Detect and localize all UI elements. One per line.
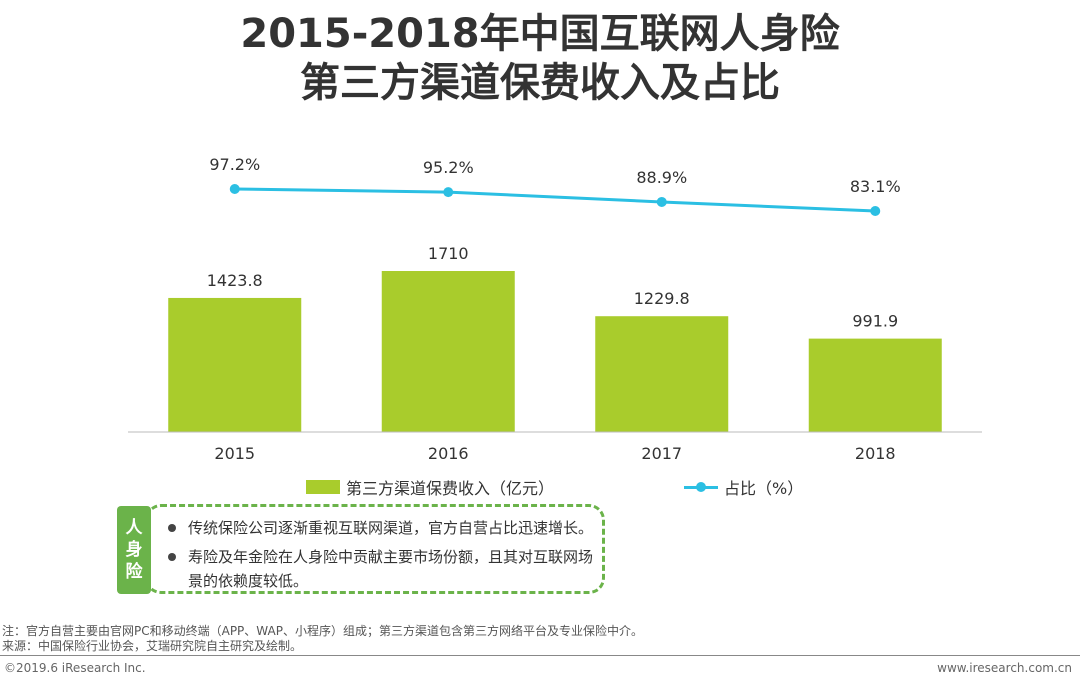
combo-chart: 1423.8 1710 1229.8 991.9 97.2% 95.2% 88.9% 83.… — [128, 155, 982, 463]
line-data-label: 95.2% — [423, 158, 474, 177]
note-item-text: 传统保险公司逐渐重视互联网渠道，官方自营占比迅速增长。 — [188, 519, 594, 537]
bar — [168, 297, 302, 432]
legend-bar-series: 第三方渠道保费收入（亿元） — [306, 476, 554, 498]
bar — [808, 338, 942, 432]
x-tick-label: 2017 — [641, 444, 682, 463]
note-tag-char: 身 — [125, 540, 143, 560]
footer-website: www.iresearch.com.cn — [937, 661, 1072, 675]
legend-bar-swatch — [306, 480, 340, 494]
x-tick-label: 2016 — [428, 444, 469, 463]
line-point — [443, 187, 454, 198]
x-tick-label: 2015 — [214, 444, 255, 463]
bar-data-label: 1710 — [428, 244, 469, 263]
legend-line-swatch — [684, 480, 718, 494]
legend-line-label: 占比（%） — [724, 479, 804, 498]
bar-data-label: 1423.8 — [207, 271, 263, 290]
note-tag-char: 险 — [125, 562, 143, 582]
bar-data-label: 1229.8 — [634, 289, 690, 308]
bar — [595, 316, 729, 432]
line-data-label: 83.1% — [850, 177, 901, 196]
line-point — [870, 206, 881, 216]
line-data-label: 88.9% — [636, 168, 687, 187]
footnote-note: 注：官方自营主要由官网PC和移动终端（APP、WAP、小程序）组成；第三方渠道包… — [2, 624, 643, 638]
line-point — [229, 184, 240, 194]
legend-bar-label: 第三方渠道保费收入（亿元） — [346, 479, 555, 498]
footer-divider — [0, 655, 1080, 656]
chart-title-line2: 第三方渠道保费收入及占比 — [300, 60, 780, 106]
note-tag: 人 身 险 — [117, 506, 151, 594]
legend-line-series: 占比（%） — [684, 476, 803, 498]
line-data-label: 97.2% — [209, 155, 260, 174]
footer-copyright: ©2019.6 iResearch Inc. — [4, 661, 146, 675]
bullet-icon — [168, 524, 176, 532]
series-line — [234, 187, 876, 213]
note-item-text: 寿险及年金险在人身险中贡献主要市场份额，且其对互联网场景的依赖度较低。 — [188, 548, 594, 590]
note-item: 传统保险公司逐渐重视互联网渠道，官方自营占比迅速增长。 — [168, 516, 598, 540]
chart-title-line1: 2015-2018年中国互联网人身险 — [240, 11, 840, 57]
bar — [381, 271, 515, 432]
bar-data-label: 991.9 — [852, 312, 898, 331]
note-tag-char: 人 — [125, 518, 143, 538]
x-tick-label: 2018 — [855, 444, 896, 463]
bullet-icon — [168, 553, 176, 561]
footnote-source: 来源：中国保险行业协会，艾瑞研究院自主研究及绘制。 — [2, 639, 303, 653]
line-point — [656, 196, 667, 207]
note-item: 寿险及年金险在人身险中贡献主要市场份额，且其对互联网场景的依赖度较低。 — [168, 545, 598, 593]
